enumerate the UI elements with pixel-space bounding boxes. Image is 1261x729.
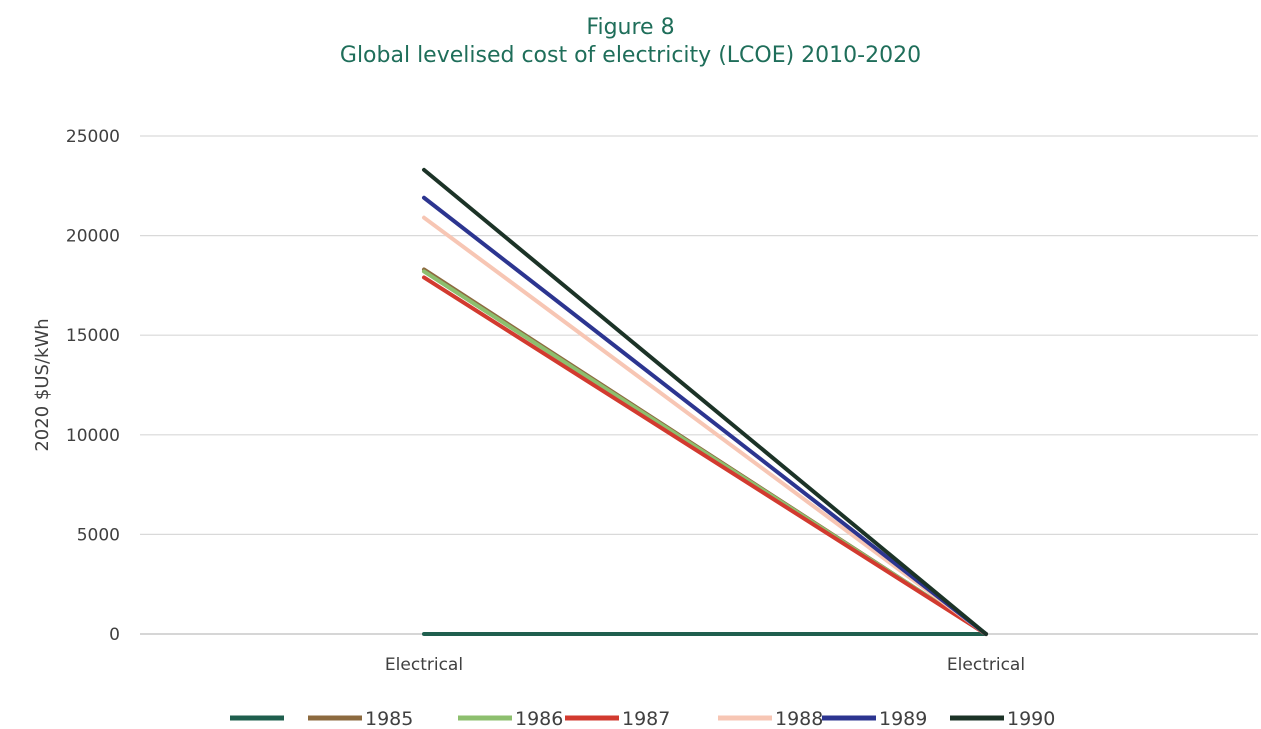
y-tick-label-20000: 20000 [66, 227, 120, 247]
series-lines [422, 167, 988, 636]
legend-label-1989: 1989 [879, 708, 927, 729]
series-line-1990 [422, 167, 988, 636]
x-tick-label-0: Electrical [385, 655, 463, 675]
legend-label-1988: 1988 [775, 708, 823, 729]
y-tick-label-15000: 15000 [66, 326, 120, 346]
legend-label-1986: 1986 [515, 708, 563, 729]
x-axis-ticks: Electrical Electrical [385, 655, 1025, 675]
legend-label-1985: 1985 [365, 708, 413, 729]
y-tick-label-0: 0 [109, 625, 120, 645]
series-line-1988 [422, 215, 988, 636]
legend: 1985 1986 1987 1988 1989 1990 [230, 708, 1055, 729]
y-axis-ticks: 0 5000 10000 15000 20000 25000 [66, 127, 120, 645]
y-tick-label-5000: 5000 [77, 525, 120, 545]
figure-label: Figure 8 [586, 15, 675, 40]
legend-label-1987: 1987 [622, 708, 670, 729]
y-tick-label-10000: 10000 [66, 426, 120, 446]
series-line-1987 [422, 275, 988, 636]
x-tick-label-1: Electrical [947, 655, 1025, 675]
y-tick-label-25000: 25000 [66, 127, 120, 147]
y-axis-title: 2020 $US/kWh [32, 318, 53, 451]
series-line-1989 [422, 195, 988, 636]
legend-label-1990: 1990 [1007, 708, 1055, 729]
gridlines [140, 135, 1258, 635]
chart-title-block: Figure 8 Global levelised cost of electr… [0, 14, 1261, 70]
chart-title: Global levelised cost of electricity (LC… [339, 43, 922, 68]
